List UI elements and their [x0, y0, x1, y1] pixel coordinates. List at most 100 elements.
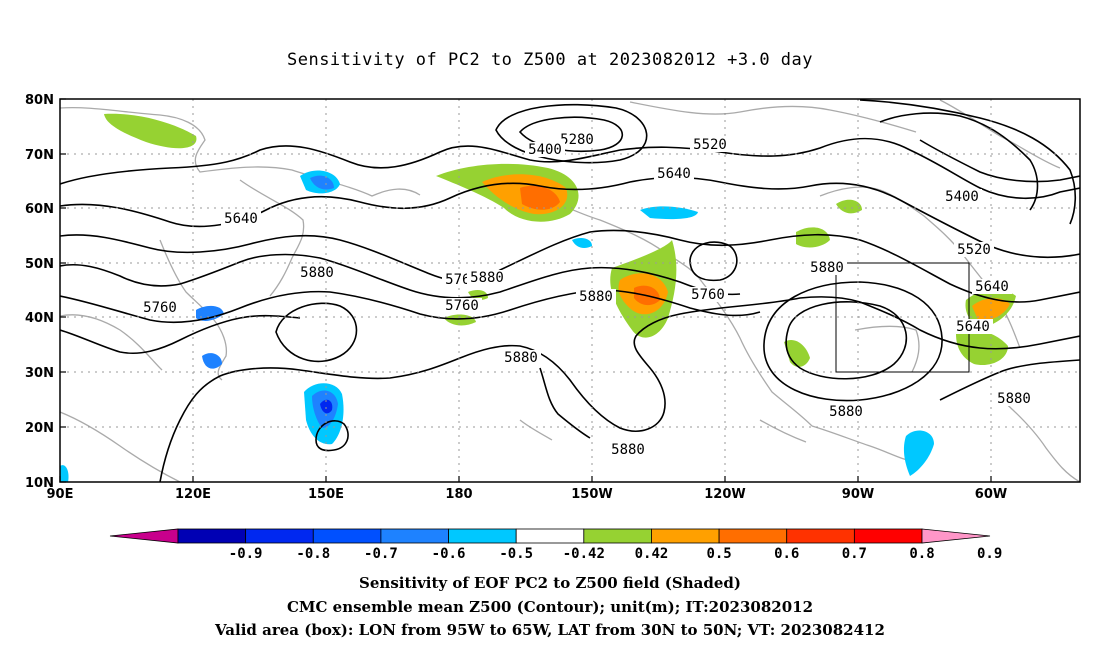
contour-label: 5760 — [691, 287, 725, 303]
caption-line-2: CMC ensemble mean Z500 (Contour); unit(m… — [286, 598, 814, 616]
contour-label: 5880 — [579, 289, 613, 305]
negative-patch — [320, 399, 333, 414]
contour-label-bg — [953, 319, 993, 334]
colorbar-max-triangle — [921, 528, 991, 544]
contour-label-bg — [690, 137, 730, 152]
lat-label: 40N — [25, 311, 54, 326]
contour-label: 5880 — [997, 391, 1031, 407]
contour-label: 5640 — [657, 166, 691, 182]
contour-label: 5520 — [957, 242, 991, 258]
negative-patch — [903, 430, 934, 476]
sensitivity-shading — [60, 113, 1016, 482]
lon-label: 180 — [445, 487, 472, 502]
contour-label: 5280 — [560, 132, 594, 148]
contour-label: 5760 — [445, 298, 479, 314]
colorbar-segment — [718, 528, 788, 544]
colorbar-tick-label: -0.42 — [563, 546, 605, 562]
contour-label: 5640 — [956, 319, 990, 335]
positive-patch — [836, 199, 862, 214]
contour-label-bg — [654, 166, 694, 181]
negative-patch — [640, 206, 698, 220]
colorbar-segment — [515, 528, 585, 544]
contour-label: 5880 — [829, 404, 863, 420]
contour-label-bg — [501, 350, 541, 365]
colorbar-tick-label: 0.42 — [635, 546, 669, 562]
lat-label: 20N — [25, 421, 54, 436]
negative-patch — [202, 353, 222, 369]
lat-label: 80N — [25, 93, 54, 108]
lon-label: 90W — [842, 487, 874, 502]
colorbar-tick-label: 0.5 — [706, 546, 731, 562]
colorbar-segment — [448, 528, 517, 544]
figure-title: Sensitivity of PC2 to Z500 at 2023082012… — [286, 50, 813, 70]
contour-label: 5640 — [975, 279, 1009, 295]
colorbar-tick-label: -0.8 — [296, 546, 330, 562]
contour-label-bg — [297, 265, 337, 280]
contour-label-bg — [972, 279, 1012, 294]
colorbar-tick-label: -0.6 — [432, 546, 466, 562]
lat-label: 50N — [25, 257, 54, 272]
caption-line-3: Valid area (box): LON from 95W to 65W, L… — [215, 621, 885, 639]
positive-patch — [796, 227, 830, 248]
contour-label: 5880 — [300, 265, 334, 281]
colorbar: -0.9 -0.8 -0.7 -0.6 -0.5 -0.42 0.42 0.5 0.6 0.7 0.… — [109, 528, 1002, 562]
negative-patch — [60, 465, 69, 482]
contour-label-bg — [557, 132, 597, 147]
lon-label: 150W — [571, 487, 612, 502]
contour-label-bg — [576, 289, 616, 304]
axis-ticks — [59, 98, 992, 483]
contour-label: 5400 — [945, 189, 979, 205]
contour-label-bg — [954, 242, 994, 257]
colorbar-tick-label: 0.7 — [842, 546, 867, 562]
positive-patch — [104, 113, 197, 149]
contour-label: 5760 — [143, 300, 177, 316]
colorbar-min-triangle — [109, 528, 179, 544]
lon-label: 150E — [308, 487, 344, 502]
contour-label-bg — [140, 300, 180, 315]
lon-label: 120W — [704, 487, 745, 502]
contour-label-bg — [807, 260, 847, 275]
colorbar-tick-label: 0.8 — [909, 546, 934, 562]
contour-label: 5400 — [528, 142, 562, 158]
colorbar-tick-label: 0.6 — [774, 546, 799, 562]
colorbar-segment — [786, 528, 855, 544]
lat-label: 30N — [25, 366, 54, 381]
colorbar-tick-label: -0.9 — [229, 546, 263, 562]
colorbar-segment — [380, 528, 449, 544]
negative-patch — [196, 305, 224, 321]
positive-patch — [520, 185, 560, 210]
contour-label-bg — [608, 442, 648, 457]
negative-patch — [572, 238, 592, 248]
graticule — [60, 99, 1080, 482]
contour-label: 5880 — [504, 350, 538, 366]
plot-frame — [59, 98, 1081, 483]
positive-patch — [784, 339, 810, 367]
contour-label-bg — [942, 189, 982, 204]
valid-area-box — [835, 262, 970, 373]
contour-label: 5880 — [470, 270, 504, 286]
colorbar-tick-label: -0.5 — [499, 546, 533, 562]
colorbar-segment — [245, 528, 314, 544]
lon-label: 60W — [975, 487, 1007, 502]
colorbar-segment — [312, 528, 382, 544]
contour-label: 5880 — [611, 442, 645, 458]
lon-label: 90E — [47, 487, 74, 502]
lat-label: 60N — [25, 202, 54, 217]
contour-label-bg — [994, 391, 1034, 406]
longitude-labels: 90E 120E 150E 180 150W 120W 90W 60W — [47, 487, 1008, 502]
contour-label-bg — [688, 287, 728, 302]
contour-label-bg — [525, 142, 565, 157]
colorbar-tick-label: 0.9 — [977, 546, 1002, 562]
colorbar-segment — [651, 528, 720, 544]
plot-area — [60, 99, 1080, 482]
colorbar-segment — [853, 528, 923, 544]
lat-label: 10N — [25, 476, 54, 491]
coastlines — [60, 99, 1080, 482]
negative-patch — [310, 175, 334, 190]
lon-label: 120E — [175, 487, 211, 502]
contour-label-bg — [442, 298, 482, 313]
colorbar-tick-label: -0.7 — [364, 546, 398, 562]
contour-label: 5880 — [810, 260, 844, 276]
